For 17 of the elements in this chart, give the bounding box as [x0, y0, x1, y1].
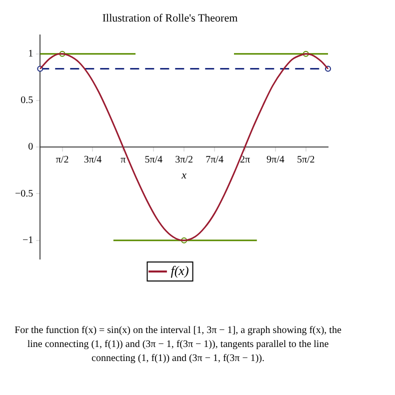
y-tick-label: 1 [28, 48, 34, 60]
y-tick-label: −0.5 [15, 188, 34, 200]
x-tick-label: 9π/4 [266, 154, 284, 166]
y-tick-label: 0.5 [20, 95, 34, 106]
x-tick-label: π/2 [56, 154, 69, 166]
x-tick-label: π [120, 154, 126, 166]
x-axis-title: x [180, 170, 187, 182]
text: For the function f(x) = sin(x) on the interval [1, 3π − 1], a graph showing f(x), the line connecting (1, f(1)) and (3π − 1, f(3π − 1)), tangents parallel to the line connecting (1, f(1)) and (3π − 1, f(3π − 1)). [14, 324, 342, 366]
legend-label: f(x) [170, 262, 189, 278]
x-tick-label: 3π/2 [175, 154, 193, 166]
y-tick-label: −1 [22, 234, 34, 246]
x-tick-label: 5π/2 [296, 154, 315, 166]
x-tick-label: 7π/4 [206, 154, 224, 166]
x-tick-label: 3π/4 [84, 154, 102, 166]
x-tick-label: 5π/4 [144, 154, 163, 166]
y-tick-label: 0 [28, 142, 34, 153]
chart-title: Illustration of Rolle's Theorem [102, 12, 238, 24]
